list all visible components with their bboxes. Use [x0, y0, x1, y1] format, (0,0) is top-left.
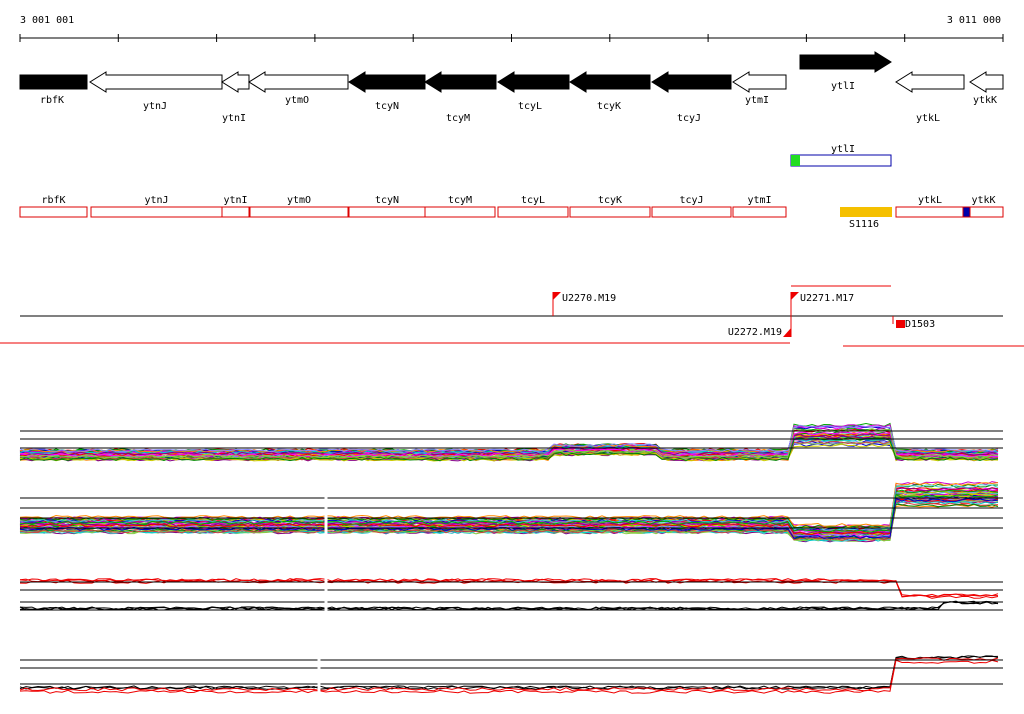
region-label: tcyK [598, 195, 622, 206]
profile-line [19, 482, 999, 527]
gene-label: tcyK [597, 101, 621, 112]
profile-line [19, 433, 999, 456]
profile-line [19, 424, 999, 453]
region-box [221, 206, 250, 218]
gene-arrow [732, 71, 787, 93]
region-box [19, 206, 88, 218]
tss-label: D1503 [905, 319, 935, 330]
region-box [249, 206, 349, 218]
region-label: ytkK [971, 195, 995, 206]
transcript-label: ytlI [831, 144, 855, 155]
gene-label: ytnI [222, 113, 246, 124]
region-label: ytkL [918, 195, 942, 206]
profile-line [19, 493, 999, 533]
gene-arrow [248, 71, 349, 93]
region-label: ytmO [287, 195, 311, 206]
gene-arrow [969, 71, 1004, 93]
gene-label: ytlI [831, 81, 855, 92]
region-label: ytnJ [144, 195, 168, 206]
gene-label: tcyL [518, 101, 542, 112]
gene-arrow [89, 71, 223, 93]
gene-arrow [569, 71, 651, 93]
ruler-start: 3 001 001 [20, 15, 74, 26]
gene-label: tcyM [446, 113, 470, 124]
profile-line [19, 655, 999, 690]
profile-line [19, 578, 998, 597]
feature-label: S1116 [849, 219, 879, 230]
profile-line [19, 484, 999, 532]
profile-line [19, 443, 999, 462]
gene-label: tcyN [375, 101, 399, 112]
gene-arrow [348, 71, 426, 93]
gene-arrow [221, 71, 250, 93]
profile-line [19, 493, 999, 533]
tss-flag [791, 292, 799, 300]
gene-arrow [895, 71, 965, 93]
profile-line [19, 483, 998, 529]
region-label: ytnI [223, 195, 247, 206]
gene-arrow [799, 51, 892, 73]
gene-label: ytkK [973, 95, 997, 106]
tss-label: U2270.M19 [562, 293, 616, 304]
region-label: tcyM [448, 195, 472, 206]
region-label: rbfK [41, 195, 65, 206]
gene-label: ytmI [745, 95, 769, 106]
profile-line [19, 600, 999, 611]
tss-label: U2272.M19 [728, 327, 782, 338]
profile-line [19, 431, 999, 458]
region-box [497, 206, 569, 218]
tss-label: U2271.M17 [800, 293, 854, 304]
profile-line [19, 437, 999, 462]
profile-line [19, 433, 999, 457]
region-box [732, 206, 787, 218]
region-label: tcyN [375, 195, 399, 206]
region-box [569, 206, 651, 218]
tss-mark [896, 320, 905, 328]
region-box [895, 206, 965, 218]
region-mark [962, 206, 971, 218]
region-box [348, 206, 426, 218]
region-label: ytmI [747, 195, 771, 206]
tss-flag [783, 328, 791, 337]
gene-label: ytnJ [143, 101, 167, 112]
profile-line [19, 579, 999, 599]
region-label: tcyL [521, 195, 545, 206]
profile-line [19, 657, 999, 692]
ruler-end: 3 011 000 [947, 15, 1001, 26]
gene-arrow [497, 71, 570, 93]
gene-arrow [19, 74, 88, 90]
gene-label: ytkL [916, 113, 940, 124]
region-box [424, 206, 496, 218]
region-box [90, 206, 223, 218]
profile-line [19, 498, 999, 536]
feature-box [840, 207, 892, 217]
tss-flag [553, 292, 561, 300]
gene-label: tcyJ [677, 113, 701, 124]
transcript-start [791, 155, 800, 166]
gene-label: ytmO [285, 95, 309, 106]
region-label: tcyJ [679, 195, 703, 206]
gene-arrow [651, 71, 732, 93]
region-box [651, 206, 732, 218]
gene-arrow [424, 71, 497, 93]
profile-line [19, 496, 999, 542]
transcript-box [790, 154, 892, 167]
gene-label: rbfK [40, 95, 64, 106]
profile-line [19, 659, 999, 694]
